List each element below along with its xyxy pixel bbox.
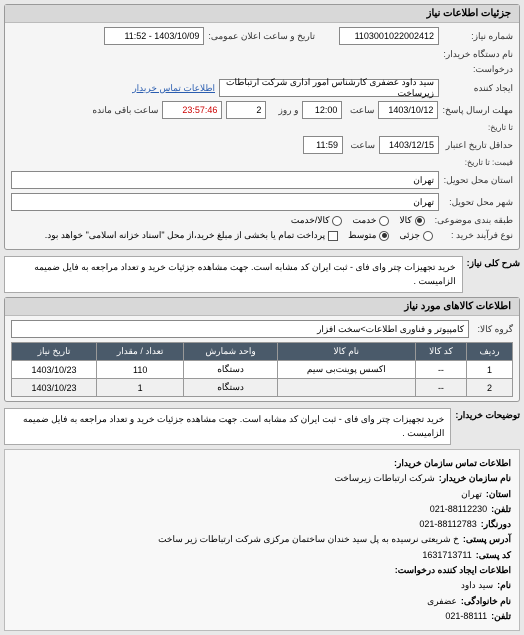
creator-input[interactable]: سید داود عضفری کارشناس امور اداری شرکت ا…: [219, 79, 439, 97]
creator-label: ایجاد کننده: [443, 83, 513, 94]
days-input[interactable]: 2: [226, 101, 266, 119]
datetime-label: تاریخ و ساعت اعلان عمومی:: [208, 31, 315, 42]
need-desc-label: شرح کلی نیاز:: [467, 254, 520, 269]
goods-panel-title: اطلاعات کالاهای مورد نیاز: [5, 298, 519, 316]
radio-icon: [423, 231, 433, 241]
contact-block: اطلاعات تماس سازمان خریدار: نام سازمان خ…: [4, 449, 520, 631]
deadline-label: مهلت ارسال پاسخ:: [442, 105, 513, 116]
radio-service[interactable]: خدمت: [352, 215, 389, 226]
subject-type-label: طبقه بندی موضوعی:: [435, 215, 513, 226]
group-input[interactable]: کامپیوتر و فناوری اطلاعات>سخت افزار: [11, 320, 469, 338]
th-qty: تعداد / مقدار: [97, 343, 184, 361]
radio-icon: [379, 216, 389, 226]
need-desc-row: شرح کلی نیاز: خرید تجهیزات چتر وای فای -…: [4, 254, 520, 293]
price-hour-input[interactable]: 11:59: [303, 136, 343, 154]
buyer-desc-label: توضیحات خریدار:: [455, 406, 520, 421]
radio-icon: [332, 216, 342, 226]
th-name: نام کالا: [277, 343, 415, 361]
radio-small[interactable]: جزئی: [399, 230, 433, 241]
remain-input: 23:57:46: [162, 101, 222, 119]
deadline-hour-input[interactable]: 12:00: [302, 101, 342, 119]
prov-label: استان محل تحویل:: [443, 175, 513, 186]
day-label: و روز: [270, 105, 298, 116]
prov-input[interactable]: تهران: [11, 171, 439, 189]
panel-title: جزئیات اطلاعات نیاز: [5, 5, 519, 23]
process-label: نوع فرآیند خرید :: [443, 230, 513, 241]
checkbox-icon: [328, 231, 338, 241]
req-no-label: شماره نیاز:: [443, 31, 513, 42]
table-row: 1 -- اکسس پوینت‌بی سیم دستگاه 110 1403/1…: [12, 361, 513, 379]
th-date: تاریخ نیاز: [12, 343, 97, 361]
th-row: ردیف: [467, 343, 513, 361]
buyer-desc-row: توضیحات خریدار: خرید تجهیزات چتر وای فای…: [4, 406, 520, 445]
need-desc-text: خرید تجهیزات چتر وای فای - ثبت ایران کد …: [4, 256, 463, 293]
th-unit: واحد شمارش: [184, 343, 277, 361]
buyer-dev-label: نام دستگاه خریدار:: [443, 49, 513, 60]
deadline-date-input[interactable]: 1403/10/12: [378, 101, 438, 119]
radio-icon: [379, 231, 389, 241]
th-code: کد کالا: [415, 343, 466, 361]
remain-label: ساعت باقی مانده: [92, 105, 158, 116]
need-details-panel: جزئیات اطلاعات نیاز شماره نیاز: 11030010…: [4, 4, 520, 250]
price-date-input[interactable]: 1403/12/15: [379, 136, 439, 154]
datetime-input[interactable]: 1403/10/09 - 11:52: [104, 27, 204, 45]
hour-label-2: ساعت: [347, 140, 375, 151]
radio-goods[interactable]: کالا: [399, 215, 424, 226]
radio-both[interactable]: کالا/خدمت: [291, 215, 343, 226]
requester-label: درخواست:: [443, 64, 513, 75]
hour-label-1: ساعت: [346, 105, 374, 116]
group-label: گروه کالا:: [473, 324, 513, 335]
contact-link[interactable]: اطلاعات تماس خریدار: [132, 83, 215, 94]
city-label: شهر محل تحویل:: [443, 197, 513, 208]
checkbox-payment[interactable]: پرداخت تمام یا بخشی از مبلغ خرید،از محل …: [45, 230, 338, 241]
min-date-label: حداقل تاریخ اعتبار: [443, 140, 513, 151]
req-no-input[interactable]: 1103001022002412: [339, 27, 439, 45]
goods-table: ردیف کد کالا نام کالا واحد شمارش تعداد /…: [11, 342, 513, 397]
radio-icon: [415, 216, 425, 226]
creator-section-title: اطلاعات ایجاد کننده درخواست:: [395, 563, 511, 578]
goods-panel: اطلاعات کالاهای مورد نیاز گروه کالا: کام…: [4, 297, 520, 402]
deadline-to-label: تا تاریخ:: [443, 123, 513, 132]
table-row: 2 -- دستگاه 1 1403/10/23: [12, 379, 513, 397]
radio-medium[interactable]: متوسط: [348, 230, 389, 241]
city-input[interactable]: تهران: [11, 193, 439, 211]
contact-title: اطلاعات تماس سازمان خریدار:: [394, 456, 511, 471]
buyer-desc-text: خرید تجهیزات چتر وای فای - ثبت ایران کد …: [4, 408, 451, 445]
price-to-label: قیمت: تا تاریخ:: [443, 158, 513, 167]
